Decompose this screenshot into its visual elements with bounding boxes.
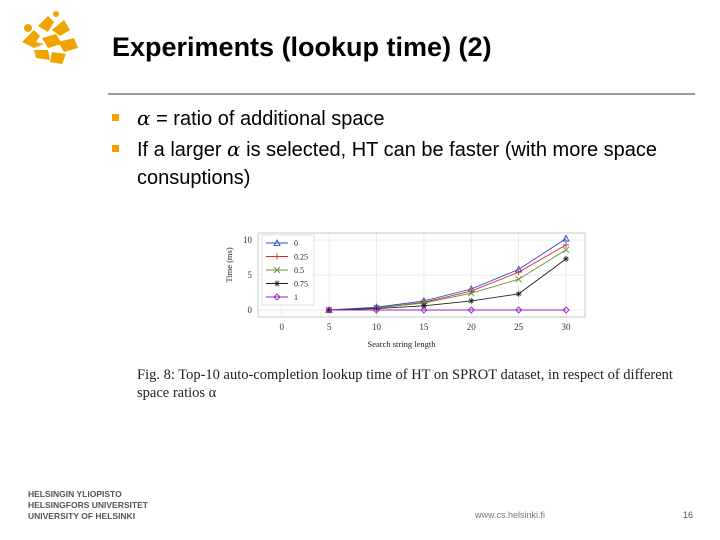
- data-point: [515, 306, 523, 314]
- bullet-marker: [112, 145, 119, 152]
- series-1: [325, 306, 570, 314]
- bullet-text: = ratio of additional space: [150, 108, 385, 130]
- data-point: [563, 241, 570, 248]
- series-0: [325, 234, 570, 313]
- bullet-item: If a larger α is selected, HT can be fas…: [112, 135, 702, 192]
- title-divider: [108, 93, 695, 95]
- legend-label: 0.25: [294, 253, 308, 262]
- y-tick-label: 5: [248, 270, 253, 280]
- data-point: [372, 306, 381, 314]
- data-point: [562, 306, 570, 314]
- x-tick-label: 25: [514, 322, 524, 332]
- data-point: [273, 293, 281, 301]
- series-0-25: [326, 241, 570, 313]
- series-line: [329, 244, 567, 311]
- data-point: [562, 234, 570, 242]
- university-name-en: UNIVERSITY OF HELSINKI: [28, 511, 136, 521]
- x-tick-label: 15: [419, 322, 429, 332]
- y-tick-label: 10: [243, 235, 253, 245]
- data-point: [273, 266, 281, 274]
- footer-url[interactable]: www.cs.helsinki.fi: [475, 510, 546, 520]
- legend-label: 0.5: [294, 266, 304, 275]
- slide-title: Experiments (lookup time) (2): [112, 32, 492, 62]
- series-line: [329, 258, 567, 311]
- data-point: [420, 302, 427, 309]
- bullet-text: is selected, HT can be faster (with more…: [137, 139, 658, 189]
- university-name-sv: HELSINGFORS UNIVERSITET: [28, 500, 148, 510]
- figure-caption: Fig. 8: Top-10 auto-completion lookup ti…: [137, 367, 673, 401]
- data-point: [274, 253, 280, 260]
- data-point: [467, 289, 475, 297]
- x-tick-label: 30: [562, 322, 572, 332]
- x-axis-label: Search string length: [368, 339, 437, 349]
- data-point: [325, 306, 333, 314]
- data-point: [468, 297, 475, 304]
- data-point: [562, 246, 570, 254]
- y-tick-label: 0: [248, 305, 253, 315]
- bullet-item: α = ratio of additional space: [112, 104, 702, 133]
- chart-legend: 0 0.25 0.5 0.75 1: [261, 234, 315, 306]
- bullet-list: α = ratio of additional space If a large…: [112, 104, 702, 194]
- x-tick-label: 20: [467, 322, 477, 332]
- university-name: HELSINGIN YLIOPISTO HELSINGFORS UNIVERSI…: [28, 489, 148, 522]
- x-tick-label: 10: [372, 322, 382, 332]
- alpha-symbol: α: [227, 137, 241, 161]
- data-point: [515, 290, 522, 297]
- page-number: 16: [683, 510, 694, 520]
- data-point: [563, 255, 570, 262]
- data-point: [515, 275, 522, 283]
- data-point: [273, 239, 281, 246]
- bullet-text: If a larger: [137, 139, 228, 161]
- data-point: [373, 305, 380, 312]
- legend-label: 1: [294, 293, 298, 302]
- series-line: [329, 249, 567, 311]
- x-tick-label: 5: [327, 322, 332, 332]
- bullet-marker: [112, 114, 119, 121]
- data-point: [274, 280, 280, 287]
- legend-label: 0.75: [294, 280, 308, 289]
- legend-label: 0: [294, 239, 298, 248]
- x-tick-label: 0: [279, 322, 284, 332]
- y-axis-label: Time (ms): [224, 247, 234, 283]
- university-logo: [22, 11, 78, 64]
- university-name-fi: HELSINGIN YLIOPISTO: [28, 489, 122, 499]
- series-line: [329, 238, 567, 311]
- data-point: [420, 306, 428, 314]
- data-point: [515, 269, 522, 276]
- plot-frame: [257, 232, 586, 318]
- alpha-symbol: α: [137, 106, 151, 130]
- data-point: [467, 306, 475, 314]
